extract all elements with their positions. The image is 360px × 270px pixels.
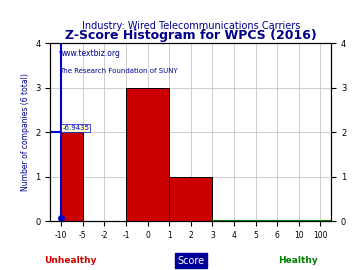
Bar (61, 132, 83, 221)
Text: www.textbiz.org: www.textbiz.org (59, 49, 121, 58)
Text: Healthy: Healthy (278, 256, 318, 265)
Title: Z-Score Histogram for WPCS (2016): Z-Score Histogram for WPCS (2016) (65, 29, 317, 42)
Text: The Research Foundation of SUNY: The Research Foundation of SUNY (59, 68, 177, 74)
Text: Unhealthy: Unhealthy (44, 256, 96, 265)
Bar (169, 177, 212, 221)
Bar (126, 88, 169, 221)
Text: Industry: Wired Telecommunications Carriers: Industry: Wired Telecommunications Carri… (82, 21, 300, 31)
Y-axis label: Number of companies (6 total): Number of companies (6 total) (21, 73, 30, 191)
Text: -6.9435: -6.9435 (62, 125, 89, 131)
Text: Score: Score (177, 256, 204, 266)
